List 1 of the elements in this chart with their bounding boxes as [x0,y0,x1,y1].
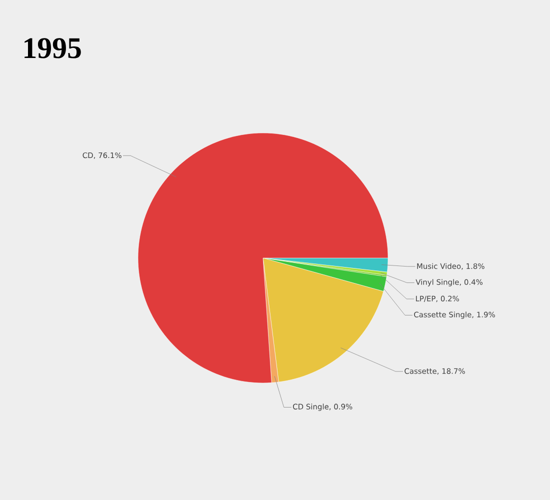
chart-title: 1995 [24,38,81,58]
